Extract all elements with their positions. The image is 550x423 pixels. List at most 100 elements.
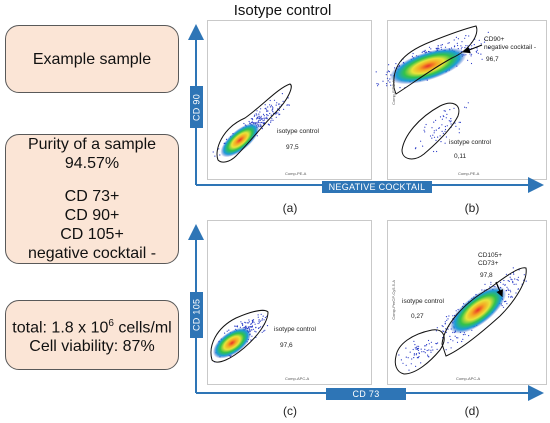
event-dot [256, 121, 258, 123]
event-dot [431, 137, 433, 139]
event-dot [460, 48, 462, 50]
event-dot [441, 44, 443, 46]
event-dot [272, 108, 274, 110]
event-dot [443, 115, 445, 118]
event-dot [477, 52, 479, 54]
event-dot [286, 104, 288, 106]
event-dot [252, 119, 254, 121]
event-dot [510, 278, 512, 280]
event-dot [252, 328, 255, 330]
event-dot [444, 46, 447, 48]
event-dot [450, 118, 452, 120]
purity-title: Purity of a sample [27, 136, 157, 153]
event-dot [507, 280, 509, 282]
subfigure-c-label: (c) [283, 404, 297, 418]
event-dot [473, 44, 475, 46]
event-dot [452, 340, 454, 342]
event-dot [258, 122, 260, 124]
event-dot [377, 85, 379, 87]
event-dot [456, 337, 458, 339]
event-dot [511, 279, 513, 281]
event-dot [416, 348, 419, 350]
event-dot [266, 325, 269, 327]
event-dot [218, 148, 220, 150]
event-dot [444, 323, 446, 325]
event-dot [424, 352, 426, 354]
event-dot [251, 329, 253, 331]
event-dot [270, 120, 272, 122]
event-dot [398, 354, 400, 356]
event-dot [257, 120, 259, 122]
event-dot [515, 283, 517, 285]
marker-cd105: CD 105+ [60, 226, 124, 243]
event-dot [261, 319, 263, 321]
event-dot [256, 118, 258, 120]
event-dot [442, 132, 444, 134]
event-dot [226, 330, 228, 332]
event-dot [262, 120, 264, 122]
event-dot [418, 345, 420, 347]
event-dot [254, 114, 256, 116]
event-dot [468, 335, 470, 337]
event-dot [445, 136, 447, 138]
event-dot [271, 109, 273, 111]
event-dot [421, 351, 423, 353]
viability-text: Cell viability: 87% [29, 338, 155, 356]
event-dot [437, 342, 439, 344]
event-dot [257, 314, 259, 316]
event-dot [248, 328, 250, 330]
event-dot [471, 45, 473, 47]
event-dot [445, 349, 447, 351]
event-dot [457, 337, 459, 339]
event-dot [447, 342, 449, 344]
event-dot [461, 340, 463, 343]
event-dot [467, 59, 469, 61]
event-dot [508, 293, 510, 295]
event-dot [270, 114, 272, 116]
event-dot [513, 273, 515, 275]
event-dot [468, 35, 470, 37]
event-dot [435, 119, 437, 121]
event-dot [414, 347, 416, 349]
event-dot [441, 325, 443, 327]
event-dot [251, 323, 253, 325]
event-dot [517, 288, 520, 290]
event-dot [433, 136, 436, 138]
event-dot [417, 349, 419, 351]
event-dot [258, 117, 260, 119]
event-dot [443, 110, 445, 112]
event-dot [261, 128, 263, 130]
event-dot [271, 118, 273, 120]
event-dot [400, 359, 402, 361]
event-dot [449, 335, 451, 337]
total-box: total: 1.8 x 106 cells/ml Cell viability… [5, 300, 179, 370]
event-dot [436, 48, 438, 50]
event-dot [269, 104, 271, 106]
event-dot [416, 345, 418, 347]
plot-a-gate-value: 97,5 [286, 144, 299, 151]
event-dot [260, 115, 262, 117]
event-dot [413, 354, 415, 356]
top-y-axis-label: CD 90 [190, 86, 203, 128]
subfigure-a-label: (a) [282, 201, 298, 215]
event-dot [508, 280, 510, 282]
event-dot [413, 357, 415, 359]
event-dot [508, 289, 510, 291]
event-dot [435, 139, 437, 141]
event-dot [267, 114, 269, 117]
event-dot [388, 64, 390, 66]
event-dot [445, 328, 447, 330]
event-dot [251, 321, 253, 324]
event-dot [509, 289, 511, 291]
event-dot [407, 357, 409, 359]
event-dot [512, 282, 514, 284]
event-dot [260, 117, 262, 119]
plot-b-scatter [375, 25, 490, 160]
event-dot [476, 49, 478, 51]
event-dot [450, 338, 452, 341]
event-dot [452, 315, 454, 317]
event-dot [430, 349, 432, 351]
example-sample-box: Example sample [5, 25, 179, 93]
marker-cd90: CD 90+ [64, 207, 120, 224]
event-dot [464, 106, 466, 108]
